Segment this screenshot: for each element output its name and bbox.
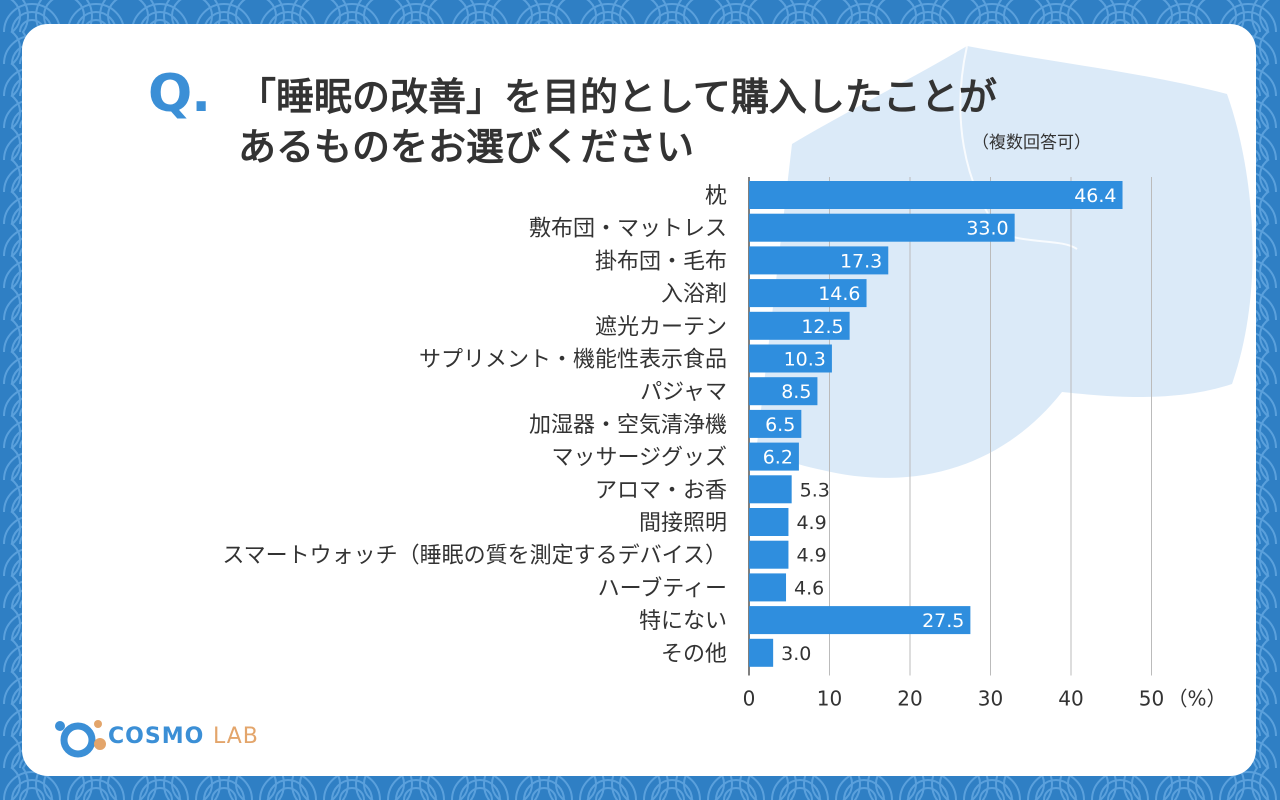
pillow-illustration [757,45,1253,478]
question-line-2: あるものをお選びください [238,125,695,169]
value-label: 4.9 [796,545,826,567]
bar-chart: 枕 46.4 敷布団・マットレス 33.0 掛布団・毛布 17.3 入浴剤 14.6 遮光カーテ… [222,177,1227,711]
bar [749,606,971,635]
bar [749,442,799,471]
bar [749,213,1015,242]
multiple-answer-note: （複数回答可） [972,133,1091,153]
value-label: 8.5 [781,381,811,403]
x-tick-label: 10 [817,687,842,711]
bar [749,508,789,536]
x-tick-label: 40 [1058,687,1083,711]
value-label: 4.9 [796,512,826,534]
question-mark: Q. [148,64,211,124]
bar [749,638,774,667]
category-label: アロマ・お香 [595,478,727,503]
cosmo-lab-logo-text: COSMO LAB [108,724,259,749]
value-label: 12.5 [801,316,843,338]
bar [749,573,787,602]
cosmo-lab-logo-icon [55,720,106,758]
category-label: 間接照明 [639,511,727,536]
bar [749,181,1123,209]
category-label: 遮光カーテン [595,315,727,340]
category-label: その他 [661,642,727,667]
bar [749,311,850,340]
value-label: 6.5 [765,414,795,436]
category-label: 加湿器・空気清浄機 [529,413,727,438]
x-tick-label: 50 [1139,687,1164,711]
category-label: 枕 [705,184,727,209]
bar [749,377,818,406]
category-label: 敷布団・マットレス [529,217,727,242]
x-tick-label: 0 [743,687,756,711]
value-label: 27.5 [922,610,964,632]
category-label: スマートウォッチ（睡眠の質を測定するデバイス） [222,544,727,569]
bar [749,409,802,438]
category-label: 特にない [639,609,727,634]
x-tick-label: 30 [978,687,1003,711]
value-label: 33.0 [966,218,1008,240]
bar [749,279,867,308]
value-label: 46.4 [1074,185,1116,207]
value-label: 6.2 [763,447,793,469]
value-label: 3.0 [781,643,811,665]
category-label: 入浴剤 [661,282,727,307]
value-label: 17.3 [840,250,882,272]
category-label: 掛布団・毛布 [595,249,727,274]
category-label: ハーブティー [598,576,727,601]
bar [749,475,792,504]
card: Q. 「睡眠の改善」を目的として購入したことが あるものをお選びください （複数… [22,24,1256,776]
question-line-1: 「睡眠の改善」を目的として購入したことが [238,75,997,119]
value-label: 10.3 [784,349,826,371]
category-label: マッサージグッズ [551,446,727,471]
category-label: サプリメント・機能性表示食品 [419,348,727,373]
bar [749,344,832,373]
value-label: 14.6 [818,283,860,305]
bar [749,540,789,569]
logo-text-lab: LAB [212,724,259,749]
category-label: パジャマ [640,380,727,405]
x-tick-label: 20 [897,687,922,711]
logo-text-cosmo: COSMO [108,724,205,749]
value-label: 5.3 [800,479,830,501]
value-label: 4.6 [794,577,824,599]
x-unit-label: （%） [1168,687,1227,711]
bar [749,246,889,275]
